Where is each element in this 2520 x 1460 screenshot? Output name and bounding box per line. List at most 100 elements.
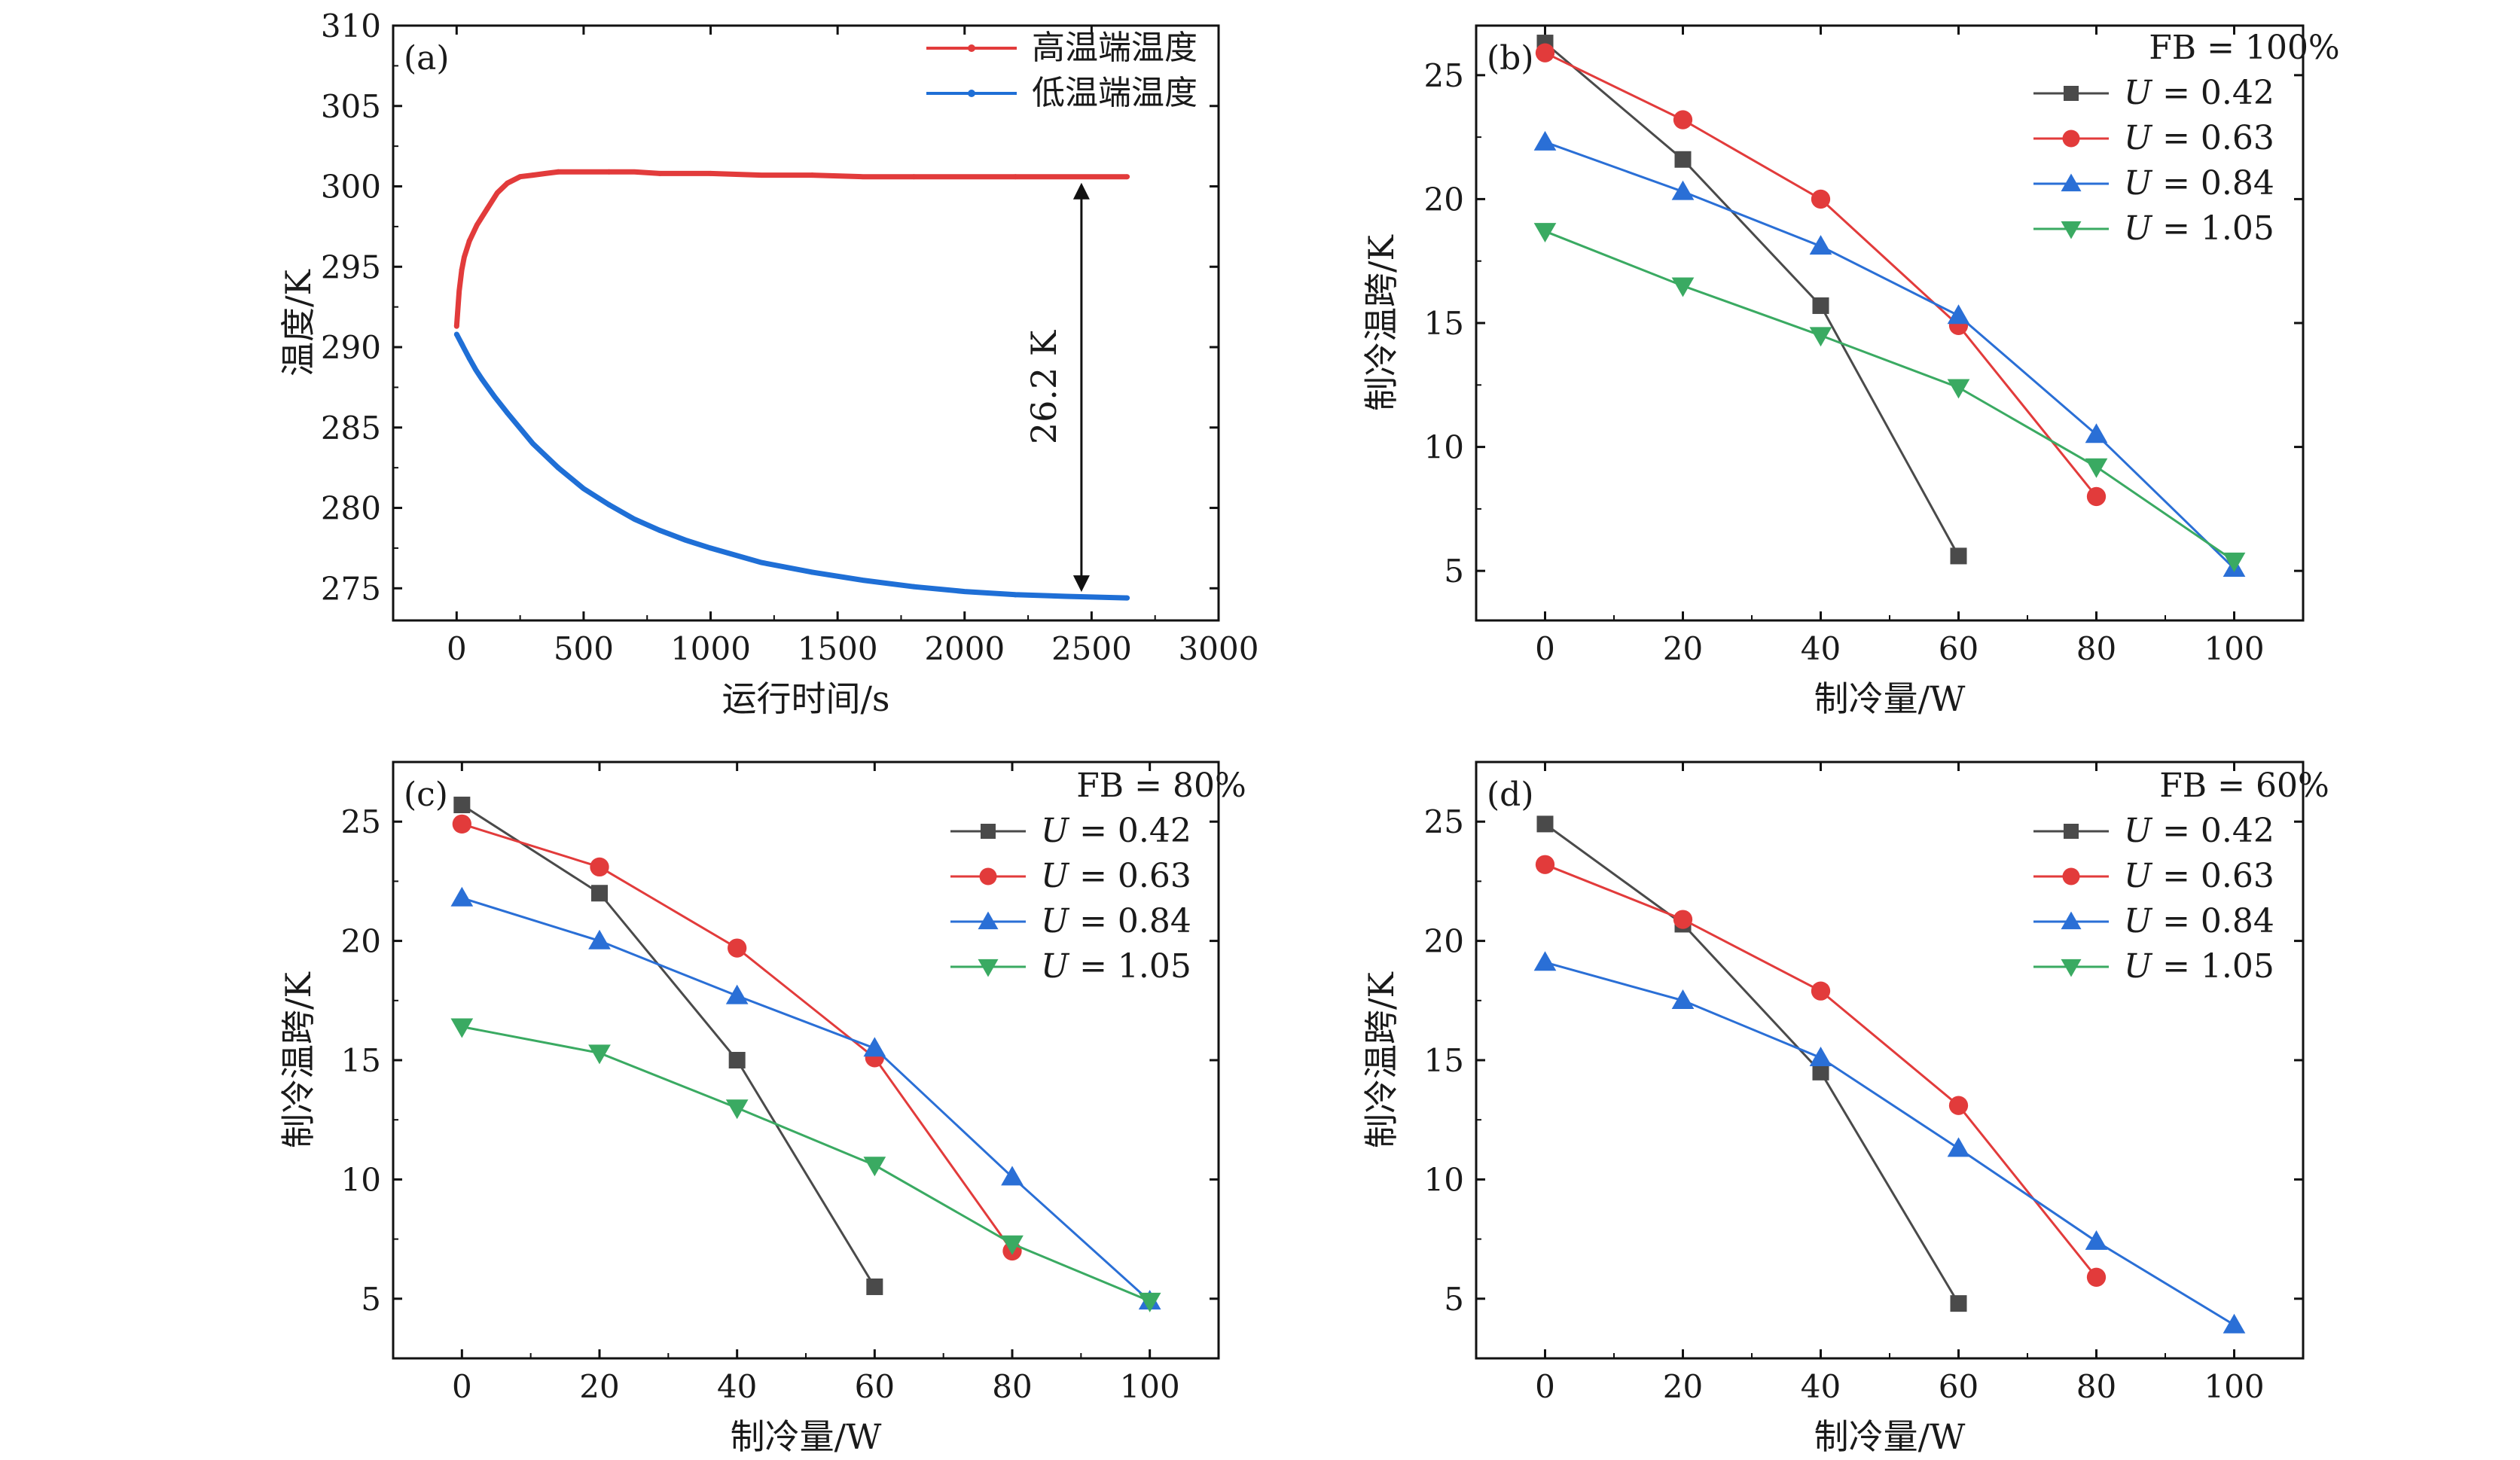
data-point: [555, 465, 561, 471]
data-point: [453, 797, 471, 814]
x-tick-label: 0: [447, 630, 467, 667]
data-point: [529, 172, 535, 178]
x-axis-label: 制冷量/W: [731, 1416, 882, 1457]
y-tick-label: 285: [321, 410, 381, 447]
data-point: [1124, 595, 1130, 601]
data-point: [1809, 1046, 1832, 1066]
data-point: [657, 170, 663, 176]
data-point: [1673, 110, 1693, 130]
data-point: [866, 1278, 883, 1295]
data-point: [725, 1099, 749, 1120]
y-tick-label: 10: [1424, 1161, 1464, 1198]
series-line-2: [1544, 51, 2097, 498]
data-point: [1947, 1137, 1970, 1157]
legend-swatch-marker: [2062, 867, 2080, 885]
series-line-3: [1544, 141, 2235, 569]
x-axis-label: 制冷量/W: [1814, 1416, 1966, 1457]
data-point: [863, 1157, 886, 1177]
plot-frame: [392, 760, 1220, 1360]
data-point: [1671, 989, 1695, 1009]
legend-entry: 高温端温度: [1032, 29, 1197, 67]
data-point: [505, 410, 511, 416]
legend-swatch-marker: [2061, 959, 2082, 977]
x-tick-label: 60: [1939, 1368, 1978, 1405]
data-point: [453, 331, 459, 337]
data-point: [1533, 951, 1557, 971]
data-point: [2086, 1267, 2107, 1287]
x-tick-label: 20: [1663, 630, 1703, 667]
data-point: [459, 341, 465, 347]
data-point: [708, 545, 714, 551]
y-tick-label: 25: [1424, 57, 1464, 94]
legend-swatch-marker: [2064, 824, 2079, 839]
legend-swatch-marker: [979, 867, 997, 885]
x-tick-label: 40: [717, 1368, 757, 1405]
plot-frame: [1475, 24, 2305, 622]
data-point: [911, 174, 917, 180]
data-point: [1947, 379, 1970, 399]
x-axis-label: 制冷量/W: [1814, 678, 1966, 719]
x-tick-label: 0: [1535, 1368, 1555, 1405]
data-point: [911, 584, 917, 590]
panel-label: (c): [404, 776, 448, 814]
y-axis-label: 制冷温跨/K: [1361, 233, 1402, 410]
y-tick-label: 5: [361, 1281, 381, 1318]
data-point: [606, 169, 612, 175]
data-point: [1138, 1292, 1161, 1312]
series-line-2: [461, 822, 1014, 1252]
data-point: [606, 501, 612, 507]
panel-label: (a): [404, 39, 450, 78]
data-point: [2223, 1313, 2246, 1334]
data-point: [1535, 43, 1555, 62]
legend-entry: U = 0.63: [2124, 119, 2274, 157]
series-line-3: [1545, 961, 2235, 1326]
legend-swatch-marker: [968, 44, 975, 52]
data-point: [657, 527, 663, 533]
y-tick-label: 15: [1424, 305, 1464, 342]
data-point: [1947, 304, 1970, 325]
data-point: [1811, 189, 1831, 209]
data-point: [505, 180, 511, 186]
data-point: [590, 857, 609, 877]
series-line-4: [1544, 230, 2235, 562]
data-point: [2223, 552, 2246, 572]
legend-swatch-marker: [2061, 173, 2082, 192]
y-tick-label: 20: [1424, 181, 1464, 218]
y-tick-label: 10: [1424, 429, 1464, 466]
legend-swatch-marker: [968, 90, 975, 97]
x-tick-label: 2500: [1051, 630, 1132, 667]
y-tick-label: 5: [1444, 1281, 1464, 1318]
data-point: [1809, 327, 1832, 347]
y-tick-label: 5: [1444, 553, 1464, 590]
data-point: [450, 886, 474, 907]
x-tick-label: 2000: [924, 630, 1005, 667]
legend-entry: 低温端温度: [1032, 74, 1197, 112]
legend-entry: U = 0.84: [2124, 902, 2274, 940]
data-point: [1809, 235, 1832, 255]
data-point: [1950, 1295, 1967, 1312]
legend-entry: U = 0.42: [2124, 74, 2274, 112]
panel-a: 0 500 1000 1500 2000 2500 3000 275 280 285 290 295 3…: [278, 8, 1258, 719]
data-point: [863, 1037, 886, 1057]
x-tick-label: 100: [1120, 1368, 1180, 1405]
panel-b: 0 20 40 60 80 100 5 10 15 20 25 制冷量/W 制冷温跨/K (b) FB = …: [1361, 24, 2340, 719]
series-line-1: [1544, 41, 1960, 557]
data-point: [2085, 458, 2108, 478]
y-axis-label: 制冷温跨/K: [1361, 971, 1402, 1148]
x-tick-label: 1500: [798, 630, 878, 667]
data-point: [484, 206, 490, 212]
y-axis-label: 制冷温跨/K: [278, 971, 319, 1148]
legend-swatch-marker: [978, 911, 999, 930]
legend-entry: U = 1.05: [2124, 209, 2274, 248]
y-axis-label: 温度/K: [278, 268, 319, 376]
panel-d: 0 20 40 60 80 100 5 10 15 20 25 制冷量/W 制冷温跨/K (d) FB = …: [1361, 760, 2329, 1457]
data-point: [809, 172, 815, 178]
y-tick-label: 20: [341, 923, 381, 960]
data-point: [1671, 180, 1695, 200]
data-point: [708, 170, 714, 176]
plot-frame: [392, 24, 1220, 622]
legend-swatch-marker: [2064, 86, 2079, 101]
data-point: [1536, 815, 1554, 833]
data-point: [1671, 277, 1695, 297]
legend-entry: U = 0.84: [1041, 902, 1191, 940]
